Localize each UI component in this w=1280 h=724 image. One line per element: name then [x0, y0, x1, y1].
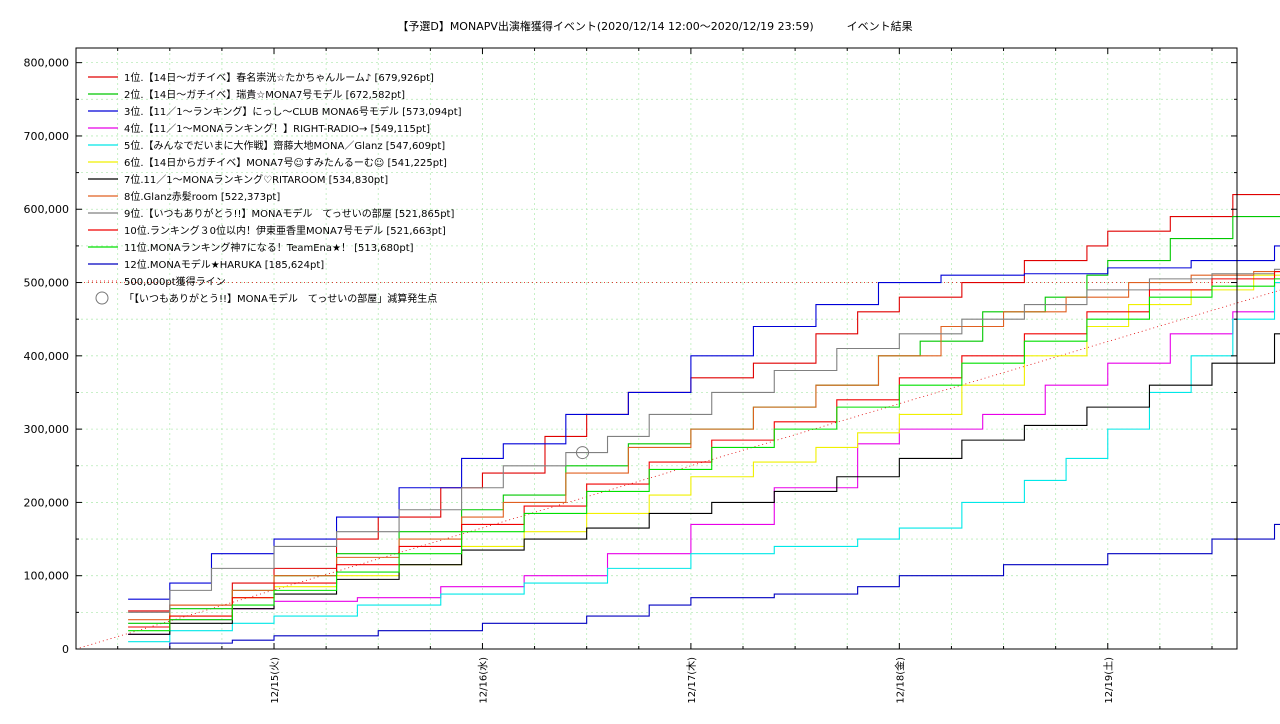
- y-tick-label: 400,000: [24, 350, 70, 363]
- x-tick-label: 12/19(土): [1102, 657, 1115, 704]
- y-tick-label: 100,000: [24, 570, 70, 583]
- legend-label-12: 12位.MONAモデル★HARUKA [185,624pt]: [124, 258, 324, 271]
- legend-label-8: 8位.Glanz赤髪room [522,373pt]: [124, 190, 280, 203]
- legend-label-9: 9位.【いつもありがとう!!】MONAモデル てっせいの部屋 [521,865p…: [124, 207, 454, 220]
- x-tick-label: 12/17(木): [686, 657, 698, 704]
- legend-label-5: 5位.【みんなでだいまに大作戦】齋藤大地MONA／Glanz [547,609p…: [124, 139, 445, 152]
- series-line-10: [128, 267, 1280, 627]
- chart-title: 【予選D】MONAPV出演権獲得イベント(2020/12/14 12:00～20…: [397, 19, 912, 33]
- legend-label-7: 7位.11／1～MONAランキング♡RITAROOM [534,830pt]: [124, 173, 388, 186]
- series-line-7: [128, 257, 1280, 634]
- y-tick-label: 500,000: [24, 277, 70, 290]
- y-tick-label: 800,000: [24, 57, 70, 70]
- legend-label-annotation: 「【いつもありがとう!!】MONAモデル てっせいの部屋」減算発生点: [124, 292, 437, 305]
- y-tick-label: 700,000: [24, 130, 70, 143]
- legend-label-reference: 500,000pt獲得ライン: [124, 275, 226, 288]
- x-tick-label: 12/15(火): [269, 657, 281, 704]
- legend-label-4: 4位.【11／1～MONAランキング！】RIGHT-RADIO→ [549,11…: [124, 122, 430, 135]
- series-line-12: [128, 513, 1280, 649]
- series-line-9: [128, 267, 1280, 613]
- x-tick-label: 12/16(水): [477, 657, 489, 704]
- y-tick-label: 600,000: [24, 203, 70, 216]
- legend-label-2: 2位.【14日～ガチイベ】瑞貴☆MONA7号モデル [672,582pt]: [124, 88, 405, 101]
- legend-label-11: 11位.MONAランキング神7になる！TeamEna★！ [513,680pt]: [124, 241, 414, 254]
- legend-label-3: 3位.【11／1～ランキング】にっし～CLUB MONA6号モデル [573,0…: [124, 105, 462, 118]
- legend: 1位.【14日～ガチイベ】春名崇洸☆たかちゃんルーム♪ [679,926pt] 2…: [88, 71, 462, 305]
- x-tick-label: 12/18(金): [893, 657, 906, 704]
- legend-label-1: 1位.【14日～ガチイベ】春名崇洸☆たかちゃんルーム♪ [679,926pt]: [124, 71, 434, 84]
- legend-marker-annotation: [96, 292, 108, 304]
- series-line-6: [128, 252, 1280, 627]
- legend-label-10: 10位.ランキング３0位以内！伊東亜香里MONA7号モデル [521,663pt…: [124, 224, 446, 237]
- y-tick-label: 0: [62, 643, 69, 656]
- plot-frame: [76, 48, 1237, 649]
- y-tick-label: 200,000: [24, 496, 70, 509]
- grid: [76, 48, 1237, 649]
- y-tick-label: 300,000: [24, 423, 70, 436]
- legend-label-6: 6位.【14日からガチイベ】MONA7号☺すみたんるーむ☺ [541,225pt…: [124, 156, 447, 169]
